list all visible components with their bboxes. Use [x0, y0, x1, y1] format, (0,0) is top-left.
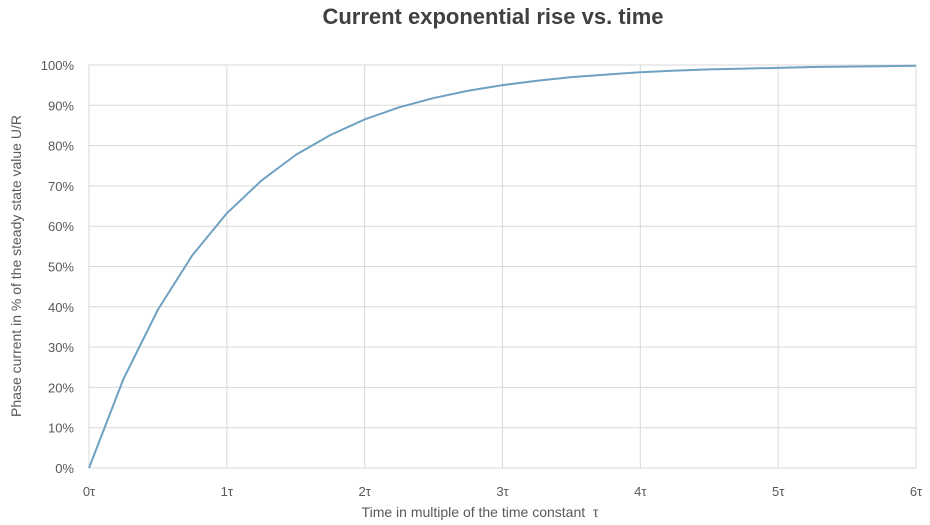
x-tick-label: 6τ	[910, 484, 923, 499]
y-tick-label: 60%	[48, 219, 74, 234]
x-tick-label: 4τ	[634, 484, 647, 499]
x-tick-label: 2τ	[358, 484, 371, 499]
y-tick-label: 40%	[48, 300, 74, 315]
y-tick-label: 50%	[48, 260, 74, 275]
chart-title: Current exponential rise vs. time	[322, 4, 663, 29]
y-tick-label: 30%	[48, 340, 74, 355]
x-axis: 0τ 1τ 2τ 3τ 4τ 5τ 6τ	[83, 484, 923, 499]
series-line	[88, 64, 917, 469]
grid	[88, 64, 917, 469]
y-tick-label: 10%	[48, 421, 74, 436]
y-tick-label: 0%	[55, 461, 74, 476]
plot-area	[88, 64, 917, 469]
x-axis-label: Time in multiple of the time constant τ	[362, 504, 599, 520]
y-tick-label: 80%	[48, 139, 74, 154]
y-tick-label: 20%	[48, 380, 74, 395]
x-tick-label: 5τ	[772, 484, 785, 499]
x-tick-label: 3τ	[496, 484, 509, 499]
x-tick-label: 1τ	[221, 484, 234, 499]
x-tick-label: 0τ	[83, 484, 96, 499]
y-axis: 0% 10% 20% 30% 40% 50% 60% 70% 80% 90% 100%	[41, 58, 75, 476]
y-axis-label: Phase current in % of the steady state v…	[8, 115, 24, 417]
y-tick-label: 90%	[48, 98, 74, 113]
y-tick-label: 100%	[41, 58, 75, 73]
y-tick-label: 70%	[48, 179, 74, 194]
